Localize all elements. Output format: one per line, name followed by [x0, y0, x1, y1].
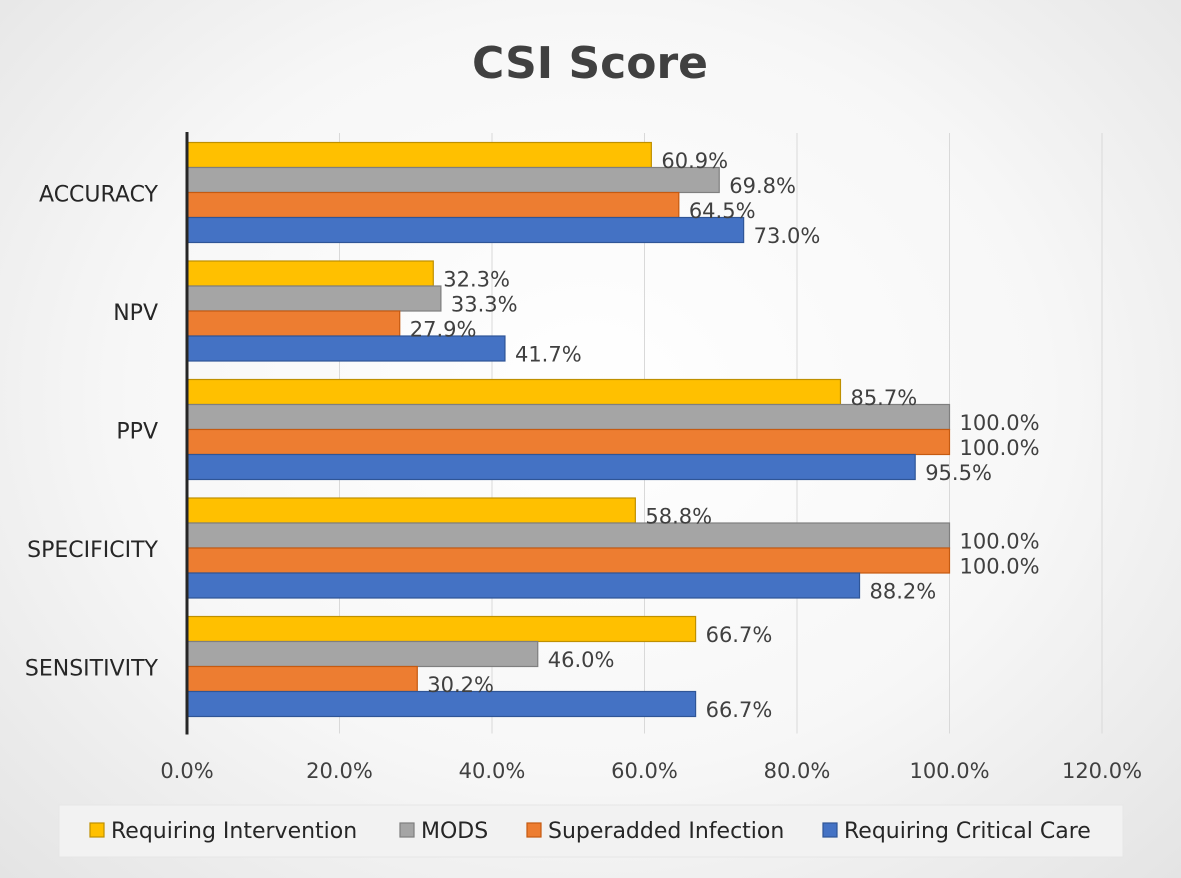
data-label: 95.5%: [925, 461, 992, 485]
bar-sensitivity-superadded-infection: [186, 665, 418, 693]
data-label: 30.2%: [427, 673, 494, 697]
bar-accuracy-requiring-critical-care: [186, 216, 745, 244]
legend-box: [58, 804, 1124, 858]
bars: [186, 141, 951, 718]
data-label: 66.7%: [706, 698, 773, 722]
legend-item-label: Superadded Infection: [548, 819, 784, 844]
x-tick-label: 40.0%: [459, 759, 526, 783]
data-label: 66.7%: [706, 623, 773, 647]
data-label: 33.3%: [451, 293, 518, 317]
legend-swatch: [399, 822, 415, 838]
bar-ppv-requiring-critical-care: [186, 453, 916, 481]
bar-sensitivity-mods: [186, 640, 539, 668]
bar-accuracy-mods: [186, 166, 720, 194]
legend-swatch: [526, 822, 542, 838]
data-labels: 60.9%69.8%64.5%73.0% 32.3%33.3%27.9% 41.7%…: [410, 149, 1040, 722]
bar-sensitivity-requiring-intervention: [186, 615, 697, 643]
category-label: ACCURACY: [39, 182, 159, 207]
legend-item-label: Requiring Critical Care: [844, 819, 1091, 844]
data-label: 100.0%: [960, 530, 1040, 554]
legend-swatch: [89, 822, 105, 838]
data-label: 100.0%: [960, 411, 1040, 435]
data-label: 64.5%: [689, 199, 756, 223]
bar-ppv-requiring-intervention: [186, 378, 842, 406]
data-label: 85.7%: [850, 386, 917, 410]
data-label: 58.8%: [645, 505, 712, 529]
bar-accuracy-superadded-infection: [186, 191, 680, 219]
data-label: 32.3%: [443, 268, 510, 292]
x-tick-label: 0.0%: [160, 759, 213, 783]
x-tick-label: 60.0%: [611, 759, 678, 783]
legend: Requiring Intervention MODS Superadded Inf…: [58, 804, 1124, 858]
data-label: 41.7%: [515, 343, 582, 367]
data-label: 88.2%: [870, 580, 937, 604]
bar-ppv-mods: [186, 403, 951, 431]
bar-specificity-superadded-infection: [186, 547, 951, 574]
chart-title: CSI Score: [472, 38, 708, 89]
category-label: SPECIFICITY: [27, 538, 158, 563]
category-labels: ACCURACY NPV PPV SPECIFICITY SENSITIVITY: [25, 182, 159, 681]
x-tick-label: 120.0%: [1062, 759, 1142, 783]
data-label: 73.0%: [754, 224, 821, 248]
bar-ppv-superadded-infection: [186, 428, 951, 456]
category-label: NPV: [113, 301, 158, 326]
data-label: 69.8%: [729, 174, 796, 198]
bar-specificity-mods: [186, 522, 951, 549]
data-label: 60.9%: [661, 149, 728, 173]
legend-item-label: MODS: [421, 819, 488, 844]
x-tick-labels: 0.0% 20.0% 40.0% 60.0% 80.0% 100.0% 120.0%: [160, 759, 1142, 783]
bar-npv-requiring-intervention: [186, 260, 434, 287]
bar-specificity-requiring-critical-care: [186, 572, 861, 599]
legend-swatch: [822, 822, 838, 838]
bar-npv-superadded-infection: [186, 310, 401, 337]
x-tick-label: 100.0%: [909, 759, 989, 783]
data-label: 100.0%: [960, 436, 1040, 460]
legend-item-label: Requiring Intervention: [111, 819, 357, 844]
x-tick-label: 20.0%: [306, 759, 373, 783]
bar-accuracy-requiring-intervention: [186, 141, 652, 169]
bar-npv-requiring-critical-care: [186, 335, 506, 362]
x-tick-label: 80.0%: [764, 759, 831, 783]
bar-specificity-requiring-intervention: [186, 497, 636, 524]
data-label: 100.0%: [960, 555, 1040, 579]
data-label: 27.9%: [410, 318, 477, 342]
category-label: PPV: [116, 419, 158, 444]
data-label: 46.0%: [548, 648, 615, 672]
bar-npv-mods: [186, 285, 442, 312]
category-label: SENSITIVITY: [25, 656, 159, 681]
